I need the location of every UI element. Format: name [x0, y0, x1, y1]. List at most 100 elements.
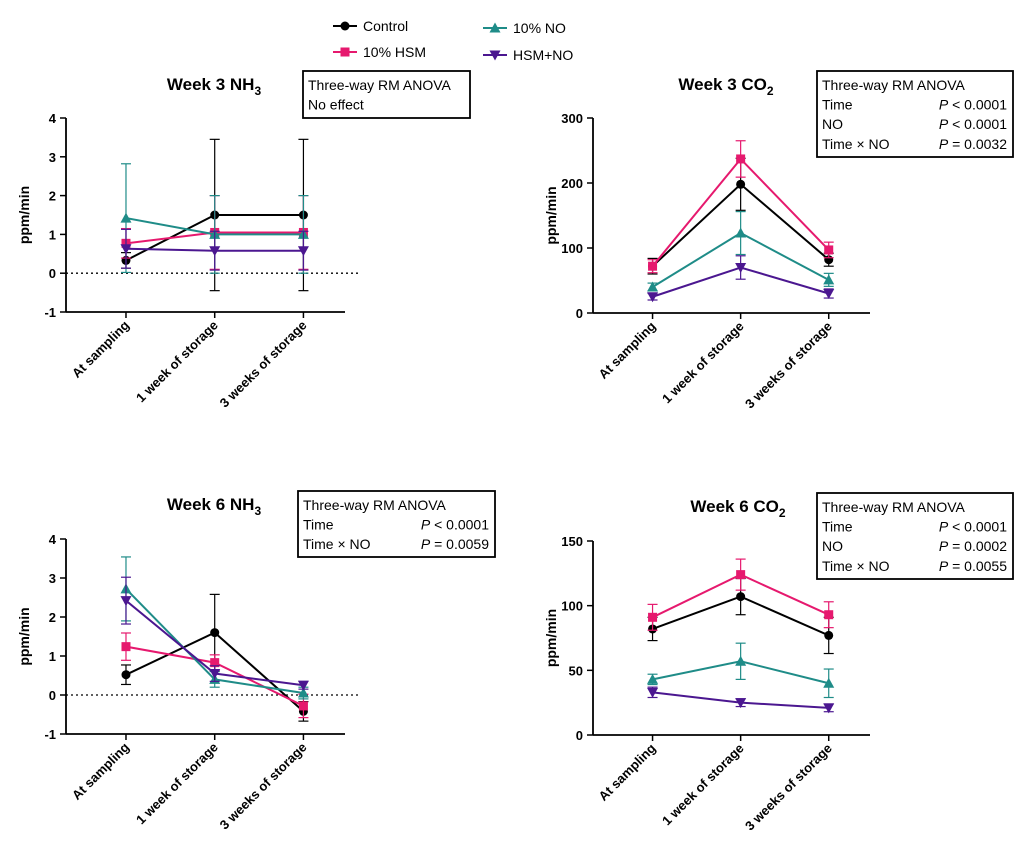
- y-tick-label: 2: [49, 189, 56, 204]
- stats-p-symbol: P: [939, 519, 949, 535]
- chart-title: Week 6 CO2: [690, 497, 786, 520]
- y-axis-label: ppm/min: [543, 186, 559, 244]
- chart-title: Week 3 CO2: [678, 75, 774, 98]
- stats-line-value: P = 0.0059: [421, 536, 489, 552]
- y-tick-label: 4: [49, 111, 57, 126]
- chart-title-subscript: 3: [254, 84, 261, 98]
- data-point: [648, 612, 658, 622]
- data-point: [120, 596, 132, 607]
- chart-title: Week 3 NH3: [167, 75, 262, 98]
- stats-p-value: < 0.0001: [948, 97, 1007, 113]
- y-axis-label: ppm/min: [543, 609, 559, 667]
- y-tick-label: 1: [49, 227, 56, 242]
- chart-title-main: Week 3 CO: [678, 75, 767, 94]
- chart-title-subscript: 2: [767, 84, 774, 98]
- stats-p-symbol: P: [939, 558, 949, 574]
- data-point: [209, 669, 221, 680]
- data-point: [735, 263, 747, 273]
- data-point: [823, 274, 835, 285]
- data-point: [121, 642, 131, 652]
- stats-box: Three-way RM ANOVA Time P < 0.0001 NO P = 0.…: [816, 492, 1014, 580]
- x-tick-label: 1 week of storage: [133, 740, 221, 828]
- legend-item-10-hsm: 10% HSM: [333, 44, 426, 60]
- y-tick-label: 150: [561, 534, 583, 549]
- stats-box-frame: [297, 490, 496, 558]
- y-axis-label: ppm/min: [16, 186, 32, 244]
- data-point: [735, 698, 747, 709]
- stats-line-value: P < 0.0001: [421, 517, 489, 533]
- stats-line-label: NO: [822, 538, 843, 554]
- data-point: [647, 292, 659, 303]
- data-point: [210, 658, 220, 668]
- stats-line-label: Time × NO: [822, 136, 890, 152]
- y-tick-label: 1: [49, 649, 56, 664]
- stats-line-label: Three-way RM ANOVA: [822, 77, 966, 93]
- series-hsm-no: [647, 686, 835, 714]
- y-tick-label: 200: [561, 176, 583, 191]
- stats-line-label: Time × NO: [303, 536, 371, 552]
- stats-line-value: P < 0.0001: [939, 97, 1007, 113]
- legend-label: Control: [363, 18, 408, 34]
- data-point: [648, 261, 658, 271]
- legend-item-10-no: 10% NO: [483, 20, 566, 36]
- stats-box: Three-way RM ANOVA Time P < 0.0001 NO P < 0.…: [816, 70, 1014, 158]
- y-tick-label: -1: [44, 305, 56, 320]
- data-point: [120, 212, 132, 223]
- data-point: [297, 680, 309, 691]
- stats-line-value: P < 0.0001: [939, 519, 1007, 535]
- stats-p-value: = 0.0059: [430, 536, 489, 552]
- y-tick-label: -1: [44, 727, 56, 742]
- legend-item-hsm-no: HSM+NO: [483, 47, 573, 63]
- y-tick-label: 50: [569, 663, 583, 678]
- data-point: [297, 246, 309, 257]
- stats-line-value: P = 0.0032: [939, 136, 1007, 152]
- x-tick-label: 1 week of storage: [659, 319, 747, 407]
- chart-title-main: Week 6 NH: [167, 495, 255, 514]
- series-hsm-no: [647, 255, 835, 303]
- stats-box: Three-way RM ANOVA Time P < 0.0001 Time × N…: [297, 490, 496, 558]
- series-10-no: [647, 211, 835, 292]
- y-tick-label: 2: [49, 610, 56, 625]
- panel-week3-co2: Week 3 CO2 0 100 200 300 ppm/min At sampling 1 …: [543, 70, 1014, 411]
- series-10-no: [647, 642, 835, 699]
- stats-p-symbol: P: [939, 97, 949, 113]
- data-point: [736, 154, 746, 164]
- data-point: [823, 677, 835, 688]
- x-tick-label: 1 week of storage: [133, 318, 221, 406]
- series-hsm-no: [120, 576, 309, 691]
- x-tick-label: 1 week of storage: [659, 741, 747, 829]
- stats-p-value: < 0.0001: [948, 519, 1007, 535]
- stats-p-symbol: P: [421, 517, 431, 533]
- y-tick-label: 4: [49, 532, 57, 547]
- data-point: [824, 610, 834, 620]
- stats-p-value: < 0.0001: [948, 116, 1007, 132]
- x-tick-label: At sampling: [69, 739, 132, 802]
- legend-marker: [489, 22, 501, 33]
- y-tick-label: 0: [49, 688, 56, 703]
- legend-label: HSM+NO: [513, 47, 573, 63]
- data-point: [120, 244, 132, 255]
- x-tick-label: At sampling: [69, 317, 132, 380]
- chart-title-subscript: 3: [254, 504, 261, 518]
- y-tick-label: 0: [576, 728, 583, 743]
- data-point: [735, 655, 747, 666]
- stats-p-symbol: P: [421, 536, 431, 552]
- chart-title-main: Week 6 CO: [690, 497, 779, 516]
- data-point: [824, 630, 834, 640]
- x-tick-label: At sampling: [595, 740, 658, 803]
- data-point: [647, 281, 659, 292]
- legend-marker: [340, 21, 350, 31]
- legend-item-control: Control: [333, 18, 408, 34]
- legend: Control 10% HSM 10% NO HSM+NO: [333, 18, 573, 63]
- stats-line-value: P < 0.0001: [939, 116, 1007, 132]
- panel-week6-co2: Week 6 CO2 0 50 100 150 ppm/min At sampling 1 w…: [543, 492, 1014, 833]
- data-point: [647, 673, 659, 684]
- series-10-hsm: [647, 558, 834, 631]
- y-tick-label: 100: [561, 599, 583, 614]
- legend-label: 10% HSM: [363, 44, 426, 60]
- stats-line-label: Time: [822, 519, 853, 535]
- y-tick-label: 100: [561, 241, 583, 256]
